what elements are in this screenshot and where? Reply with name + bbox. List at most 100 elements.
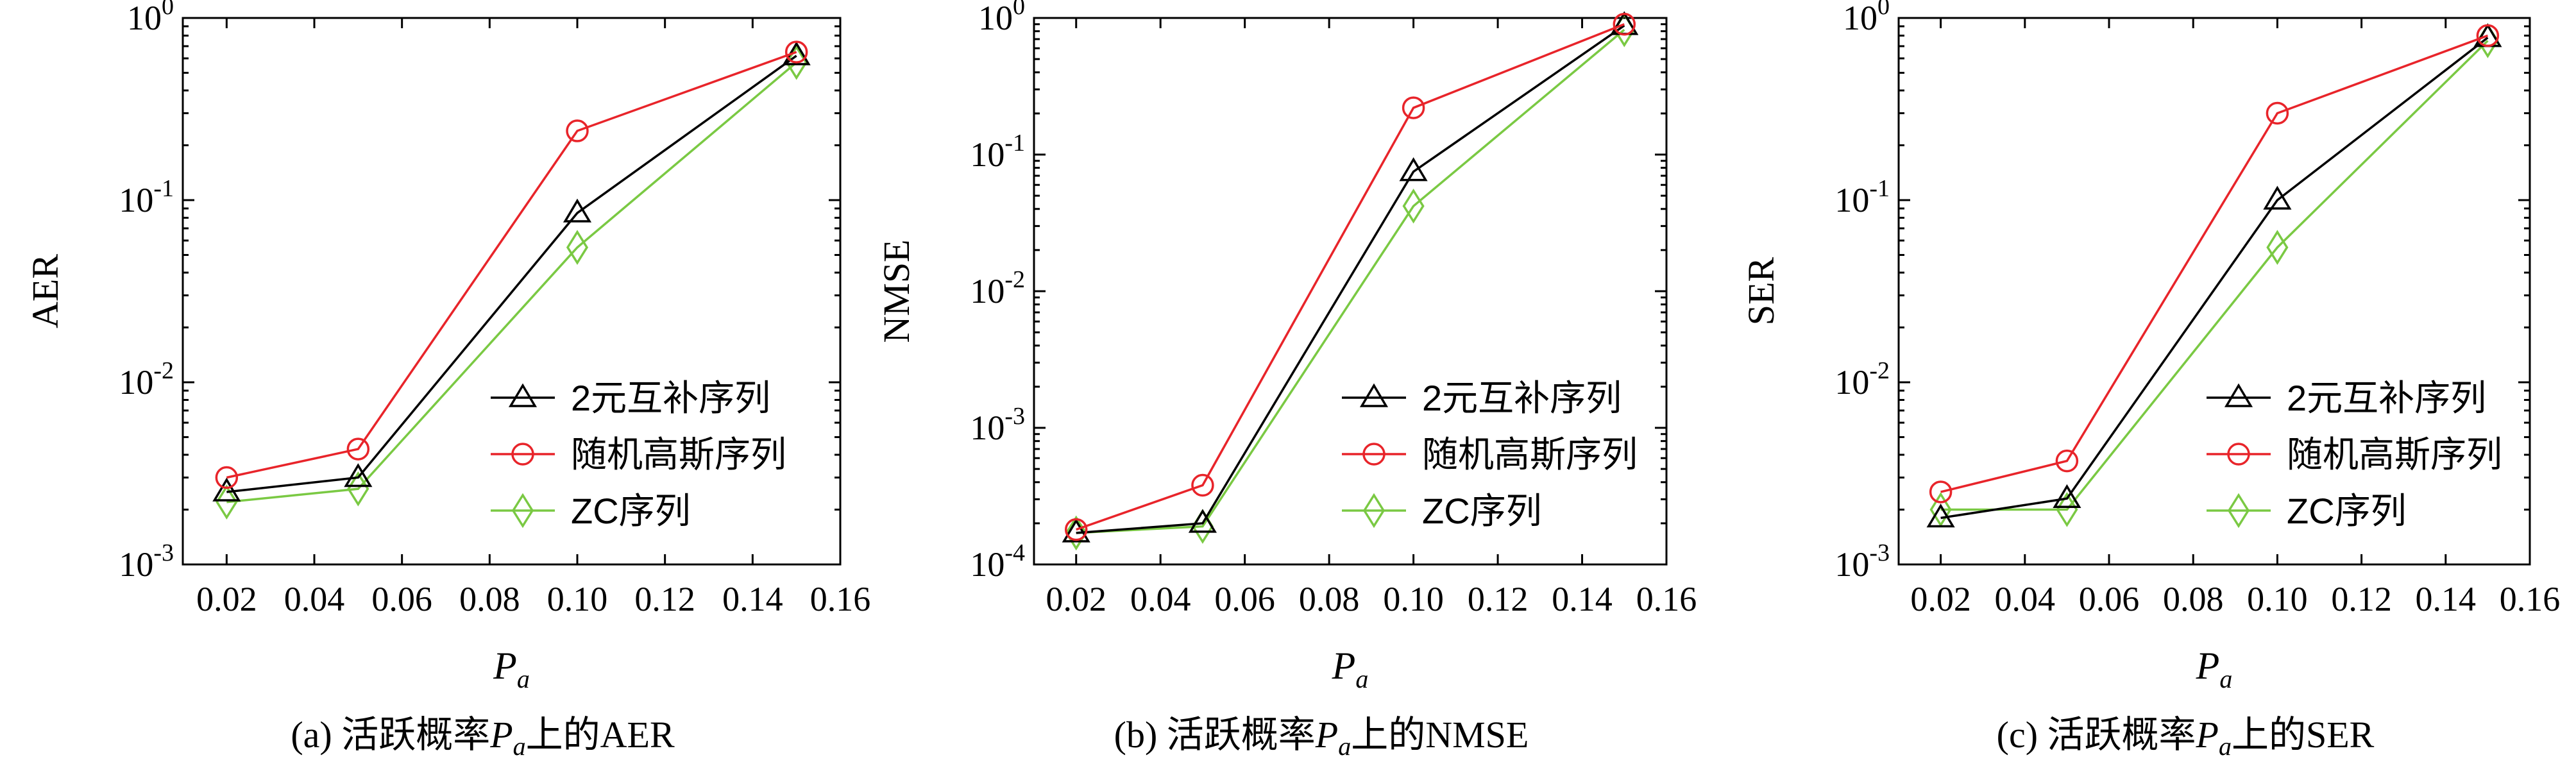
data-point-0 <box>2053 484 2081 509</box>
y-tick-exponent: -4 <box>1004 539 1025 566</box>
y-tick-label: 10-1 <box>119 175 174 219</box>
y-tick-base: 10 <box>970 545 1004 584</box>
caption-suffix: 上的SER <box>2232 714 2375 756</box>
data-point-2 <box>1402 188 1425 224</box>
y-tick-base: 10 <box>978 0 1013 37</box>
data-point-0 <box>344 463 373 487</box>
data-point-2 <box>347 471 369 507</box>
y-tick-base: 10 <box>970 135 1004 174</box>
y-tick-base: 10 <box>119 181 153 219</box>
y-tick-exponent: 0 <box>162 0 174 20</box>
caption-variable: P <box>2196 714 2219 756</box>
y-tick-exponent: 0 <box>1877 0 1890 20</box>
data-point-1 <box>1929 480 1953 504</box>
panel-2: 0.02 0.04 0.06 0.08 0.10 0.12 0.14 0.1610-310-2… <box>1740 0 2560 761</box>
x-tick-label: 0.08 <box>459 580 520 618</box>
y-tick-label: 10-1 <box>1835 175 1890 219</box>
data-point-0 <box>1399 157 1428 182</box>
data-point-1 <box>2266 101 2289 125</box>
data-point-1 <box>566 119 589 142</box>
series-line-2 <box>226 61 797 504</box>
panel-1: 0.02 0.04 0.06 0.08 0.10 0.12 0.14 0.1610-410-3… <box>876 0 1697 761</box>
y-tick-exponent: -1 <box>1869 175 1890 202</box>
x-tick-label: 0.12 <box>2331 580 2392 618</box>
legend-marker-1 <box>1362 443 1385 466</box>
data-point-0 <box>563 198 592 223</box>
x-axis-label-subscript: a <box>517 665 530 693</box>
x-tick-label: 0.14 <box>1552 580 1613 618</box>
legend-entry: 2元互补序列 <box>571 378 770 418</box>
legend-marker-2 <box>2227 493 2250 529</box>
x-tick-label: 0.04 <box>284 580 345 618</box>
legend-marker-0 <box>1359 383 1389 407</box>
series-line-1 <box>1076 23 1625 531</box>
x-tick-label: 0.14 <box>722 580 783 618</box>
x-tick-label: 0.10 <box>2247 580 2308 618</box>
caption-prefix: (a) 活跃概率 <box>291 714 490 756</box>
x-tick-label: 0.16 <box>1636 580 1697 618</box>
y-tick-base: 10 <box>970 272 1004 310</box>
x-tick-label: 0.12 <box>634 580 695 618</box>
y-tick-label: 100 <box>127 0 174 37</box>
legend-marker-1 <box>511 443 534 466</box>
x-axis-label: Pa <box>1332 645 1369 693</box>
x-tick-label: 0.06 <box>2079 580 2140 618</box>
data-point-1 <box>1191 473 1214 497</box>
legend-entry: ZC序列 <box>571 491 691 531</box>
panel-caption: (a) 活跃概率Pa上的AER <box>291 714 675 761</box>
legend-marker-0 <box>2224 383 2253 407</box>
y-tick-label: 10-2 <box>970 266 1025 310</box>
panel-caption: (b) 活跃概率Pa上的NMSE <box>1114 714 1529 761</box>
caption-subscript: a <box>1338 732 1351 761</box>
x-tick-label: 0.10 <box>1383 580 1444 618</box>
y-tick-exponent: 0 <box>1013 0 1025 20</box>
x-tick-label: 0.14 <box>2416 580 2477 618</box>
x-axis-label: Pa <box>493 645 530 693</box>
y-tick-exponent: -2 <box>1869 357 1890 384</box>
x-tick-label: 0.16 <box>2500 580 2561 618</box>
y-tick-exponent: -2 <box>1004 266 1025 293</box>
y-tick-label: 100 <box>1843 0 1890 37</box>
y-tick-base: 10 <box>1835 363 1869 402</box>
series-line-2 <box>1940 40 2489 511</box>
y-tick-label: 100 <box>978 0 1025 37</box>
x-tick-label: 0.02 <box>1910 580 1971 618</box>
panel-caption: (c) 活跃概率Pa上的SER <box>1997 714 2375 761</box>
data-point-2 <box>785 45 808 80</box>
data-point-1 <box>1064 518 1088 541</box>
x-axis-label-main: P <box>493 645 517 687</box>
y-axis-label: NMSE <box>876 239 917 343</box>
x-tick-label: 0.10 <box>547 580 608 618</box>
y-axis-label: AER <box>24 254 66 328</box>
caption-variable: P <box>1315 714 1338 756</box>
caption-prefix: (b) 活跃概率 <box>1114 714 1316 756</box>
legend-entry: ZC序列 <box>2287 491 2407 531</box>
y-tick-exponent: -1 <box>153 175 174 202</box>
data-point-2 <box>2266 230 2289 266</box>
legend-entry: 随机高斯序列 <box>1422 434 1638 475</box>
legend-marker-2 <box>511 493 534 529</box>
y-tick-exponent: -2 <box>153 357 174 384</box>
legend-entry: ZC序列 <box>1422 491 1542 531</box>
data-point-1 <box>2055 449 2079 473</box>
x-axis-label-subscript: a <box>1355 665 1368 693</box>
series-line-1 <box>226 51 797 479</box>
y-tick-base: 10 <box>1843 0 1877 37</box>
y-tick-label: 10-4 <box>970 539 1025 584</box>
y-tick-base: 10 <box>119 545 153 584</box>
y-tick-base: 10 <box>119 363 153 402</box>
y-axis-label: SER <box>1740 257 1782 326</box>
panel-0: 0.02 0.04 0.06 0.08 0.10 0.12 0.14 0.1610-310-2… <box>24 0 870 761</box>
y-tick-label: 10-3 <box>119 539 174 584</box>
legend-marker-0 <box>508 383 538 407</box>
x-tick-label: 0.12 <box>1468 580 1529 618</box>
caption-subscript: a <box>513 732 526 761</box>
data-point-0 <box>2263 185 2292 210</box>
data-point-0 <box>212 477 241 502</box>
data-point-2 <box>2056 492 2078 527</box>
x-tick-label: 0.16 <box>810 580 871 618</box>
x-tick-label: 0.08 <box>1299 580 1360 618</box>
y-tick-base: 10 <box>127 0 162 37</box>
x-axis-label-main: P <box>1332 645 1356 687</box>
